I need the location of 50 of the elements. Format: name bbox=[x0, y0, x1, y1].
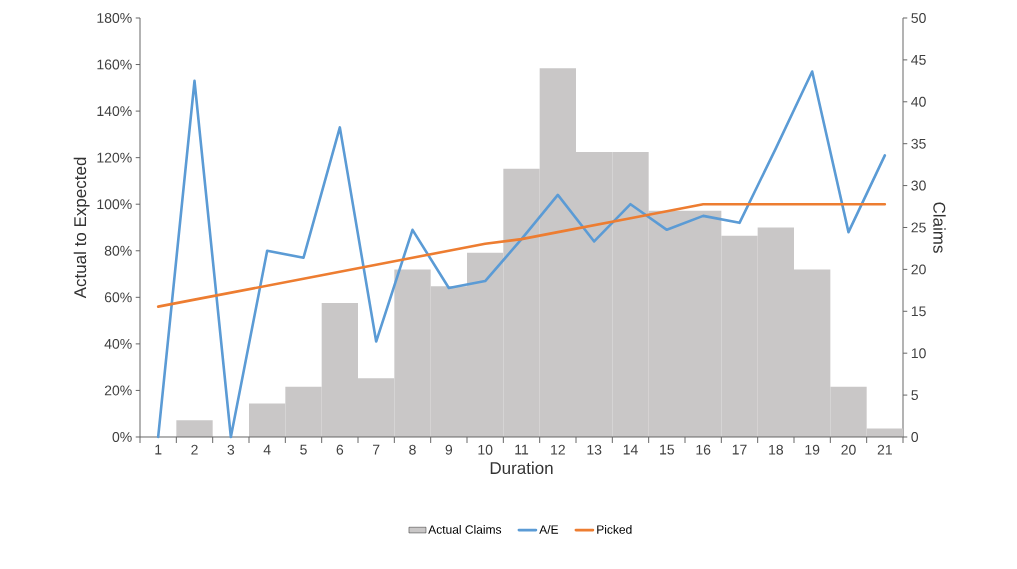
y2-tick-label: 15 bbox=[911, 306, 926, 317]
x-tick-label: 13 bbox=[587, 444, 602, 455]
x-tick-label: 10 bbox=[478, 444, 493, 455]
y-tick-label: 100% bbox=[97, 199, 132, 210]
y2-tick-label: 40 bbox=[911, 96, 926, 107]
y-tick-label: 80% bbox=[104, 245, 132, 256]
y2-tick-label: 45 bbox=[911, 55, 926, 65]
x-tick-label: 2 bbox=[191, 444, 198, 455]
y2-tick-label: 10 bbox=[911, 348, 926, 359]
y2-tick-label: 5 bbox=[911, 390, 918, 400]
x-tick-label: 12 bbox=[551, 444, 565, 455]
x-tick-label: 7 bbox=[373, 444, 380, 455]
y2-axis-title: Claims bbox=[933, 202, 946, 253]
x-tick-label: 21 bbox=[877, 444, 892, 455]
bar bbox=[176, 420, 213, 437]
x-tick-label: 4 bbox=[263, 444, 271, 455]
y2-tick-label: 0 bbox=[911, 432, 919, 442]
y2-tick-label: 25 bbox=[911, 222, 926, 233]
x-tick-label: 15 bbox=[660, 444, 675, 455]
x-tick-label: 3 bbox=[227, 444, 235, 455]
x-tick-label: 8 bbox=[409, 444, 416, 455]
y-tick-label: 60% bbox=[104, 292, 132, 303]
x-tick-label: 17 bbox=[732, 444, 747, 455]
legend-label: A/E bbox=[539, 524, 559, 534]
y-axis-title: Actual to Expected bbox=[73, 157, 90, 299]
y-tick-label: 20% bbox=[104, 385, 132, 396]
y-tick-label: 160% bbox=[97, 59, 132, 70]
y2-tick-label: 20 bbox=[911, 264, 926, 275]
y-tick-label: 0% bbox=[112, 432, 132, 442]
x-tick-label: 16 bbox=[696, 444, 711, 455]
x-axis-title: Duration bbox=[490, 461, 553, 475]
x-tick-label: 5 bbox=[300, 444, 307, 455]
x-tick-label: 6 bbox=[336, 444, 344, 455]
x-tick-label: 11 bbox=[515, 444, 529, 455]
x-tick-label: 19 bbox=[805, 444, 820, 455]
y-tick-label: 180% bbox=[97, 13, 132, 23]
y2-tick-label: 30 bbox=[911, 180, 926, 191]
line-series bbox=[156, 70, 887, 439]
x-tick-label: 14 bbox=[623, 444, 638, 455]
legend-label: Actual Claims bbox=[428, 524, 502, 534]
y-tick-label: 40% bbox=[104, 338, 132, 349]
x-tick-label: 20 bbox=[841, 444, 856, 455]
y-tick-label: 140% bbox=[97, 106, 132, 117]
x-tick-label: 9 bbox=[445, 444, 453, 455]
x-tick-label: 18 bbox=[769, 444, 784, 455]
y-tick-label: 120% bbox=[97, 152, 132, 163]
y2-tick-label: 35 bbox=[911, 138, 926, 149]
x-tick-label: 1 bbox=[155, 444, 162, 455]
legend-label: Picked bbox=[597, 524, 632, 534]
y2-tick-label: 50 bbox=[911, 13, 926, 23]
